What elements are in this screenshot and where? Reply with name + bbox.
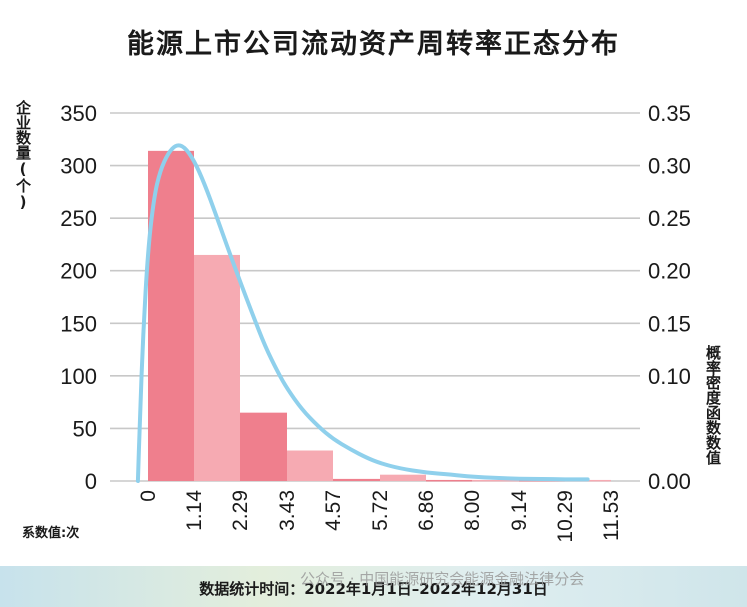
right-axis-label: 概率密度函数数值 <box>704 345 722 465</box>
histogram-bar <box>148 150 194 481</box>
density-curve <box>135 143 590 483</box>
histogram-bar <box>472 479 519 482</box>
left-tick-label: 0 <box>85 469 97 494</box>
left-axis-ticks: 0 50 100 150 200 250 300 350 <box>60 101 97 494</box>
left-tick-label: 300 <box>60 154 97 179</box>
bars <box>148 150 611 482</box>
right-tick-label: 0.10 <box>648 364 691 389</box>
left-axis-label: 企业数量(个) <box>14 100 32 211</box>
x-tick-label: 6.86 <box>415 490 438 531</box>
left-tick-label: 250 <box>60 206 97 231</box>
x-tick-label: 11.53 <box>600 490 623 541</box>
left-tick-label: 200 <box>60 259 97 284</box>
right-tick-label: 0.35 <box>648 101 691 126</box>
histogram-bar <box>287 450 333 481</box>
footer-band <box>0 566 747 607</box>
x-tick-label: 10.29 <box>554 490 577 543</box>
right-tick-label: 0.25 <box>648 206 691 231</box>
left-tick-label: 50 <box>73 416 97 441</box>
right-tick-label: 0.20 <box>648 259 691 284</box>
histogram-bar <box>380 474 426 481</box>
histogram-bar <box>426 479 472 482</box>
x-tick-label: 5.72 <box>369 490 392 531</box>
x-axis-ticks: 0 1.14 2.29 3.43 4.57 5.72 6.86 8.00 9.14 10.29 11… <box>137 490 623 543</box>
x-tick-label: 2.29 <box>229 490 252 531</box>
right-axis-ticks: 0.00 0.10 0.15 0.20 0.25 0.30 0.35 <box>648 101 691 494</box>
right-tick-label: 0.15 <box>648 311 691 336</box>
histogram-bar <box>240 412 287 481</box>
chart-title: 能源上市公司流动资产周转率正态分布 <box>127 29 620 60</box>
x-tick-label: 0 <box>137 490 160 502</box>
left-tick-label: 100 <box>60 364 97 389</box>
right-tick-label: 0.30 <box>648 154 691 179</box>
histogram-bar <box>333 478 380 481</box>
x-tick-label: 3.43 <box>276 490 299 531</box>
x-tick-label: 4.57 <box>322 490 345 531</box>
x-tick-label: 8.00 <box>461 490 484 531</box>
left-tick-label: 350 <box>60 101 97 126</box>
watermark: 公众号 · 中国能源研究会能源金融法律分会 <box>300 570 585 588</box>
x-tick-label: 9.14 <box>508 490 531 531</box>
left-tick-label: 150 <box>60 311 97 336</box>
footer-note: 数据统计时间：2022年1月1日–2022年12月31日 <box>199 580 548 598</box>
histogram-bar <box>194 254 240 481</box>
right-tick-label: 0.00 <box>648 469 691 494</box>
x-tick-label: 1.14 <box>183 490 206 531</box>
density-curve-group <box>135 143 590 483</box>
x-axis-label: 系数值:次 <box>22 526 80 541</box>
